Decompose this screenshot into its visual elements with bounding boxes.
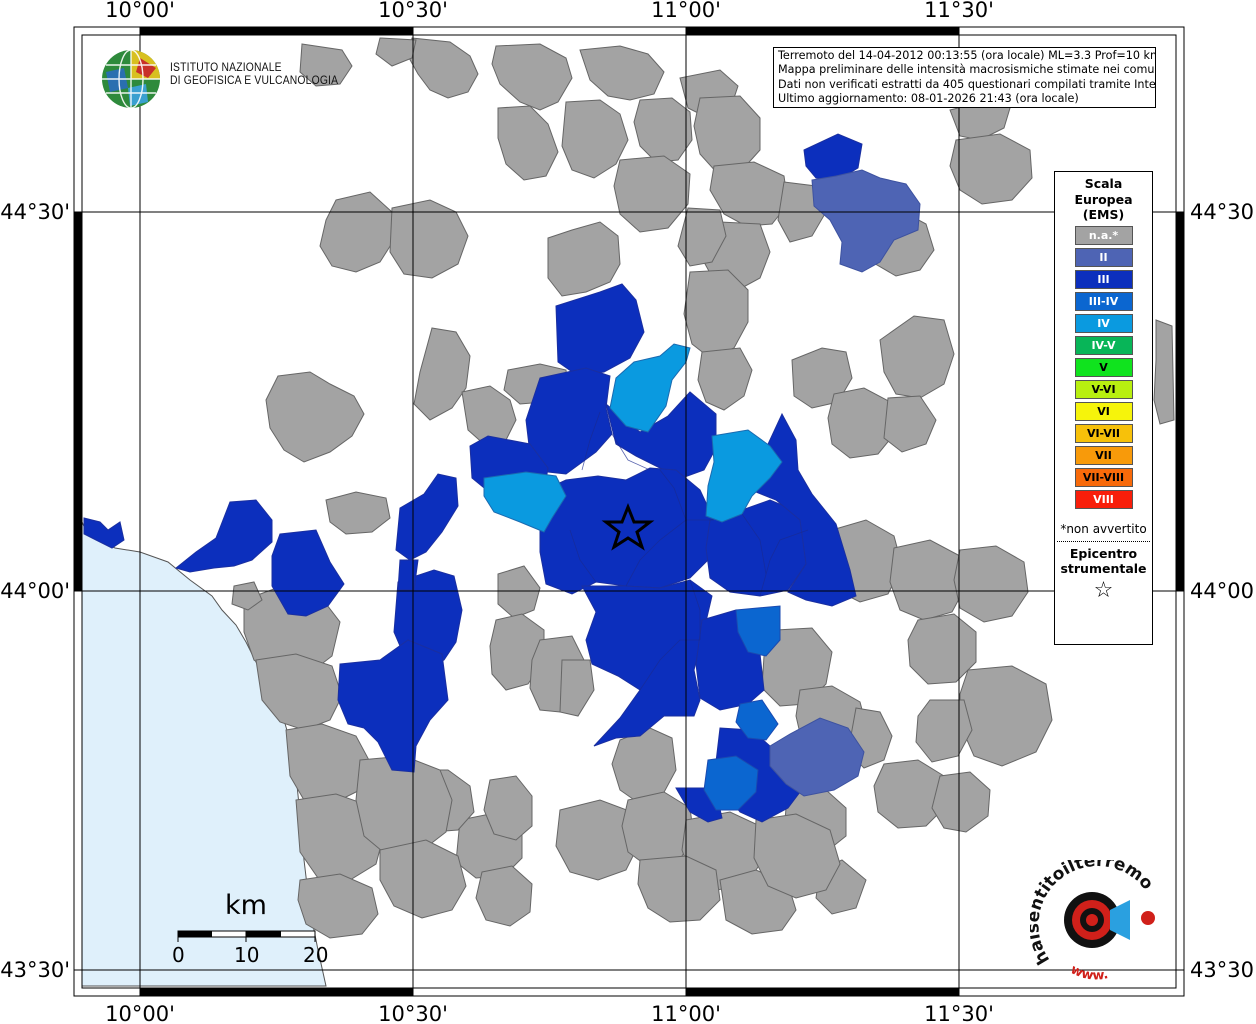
legend-title-line2: Europea	[1074, 191, 1133, 207]
legend-swatch-V: V	[1074, 357, 1133, 377]
legend-title-line3: (EMS)	[1082, 207, 1125, 222]
lon-tick-top-0: 10°00'	[105, 0, 175, 22]
municipalities-III-IV	[703, 605, 781, 811]
grid-lines	[74, 27, 1184, 996]
lat-tick-right-1: 44°00'	[1190, 579, 1256, 603]
legend-swatch-VII: VII	[1074, 445, 1133, 465]
legend-separator	[1057, 540, 1150, 542]
ingv-line1: ISTITUTO NAZIONALE	[170, 62, 282, 74]
hst-logo-graphic: haisentitoilterremoto.it www.	[1023, 845, 1157, 984]
legend-swatch-n.a.*: n.a.*	[1074, 225, 1133, 245]
scale-bar-graphic	[177, 930, 316, 942]
hst-logo: haisentitoilterremoto.it www.	[1023, 845, 1180, 984]
legend-epicenter-label: Epicentro strumentale	[1055, 546, 1152, 576]
event-info-line3: Dati non verificati estratti da 405 ques…	[778, 77, 1156, 91]
hst-logo-www: www.	[1068, 962, 1109, 983]
lat-tick-right-0: 44°30'	[1190, 200, 1256, 224]
legend-epicenter-line2: strumentale	[1060, 560, 1147, 576]
lat-tick-labels-right: 44°30' 44°00' 43°30'	[1190, 200, 1256, 982]
legend-epicenter-line1: Epicentro	[1069, 545, 1138, 561]
legend-swatch-VII-VIII: VII-VIII	[1074, 467, 1133, 487]
ingv-globe-icon	[102, 49, 160, 109]
svg-text:www.: www.	[1068, 962, 1109, 980]
lat-tick-right-2: 43°30'	[1190, 958, 1256, 982]
lat-tick-left-0: 44°30'	[0, 200, 70, 224]
lon-tick-top-3: 11°30'	[924, 0, 994, 22]
scale-bar: km 0 10 20	[170, 890, 340, 970]
lat-tick-left-2: 43°30'	[0, 958, 70, 982]
legend-swatch-IV: IV	[1074, 313, 1133, 333]
municipalities-IV	[483, 343, 783, 533]
legend-swatch-V-VI: V-VI	[1074, 379, 1133, 399]
legend-swatch-VIII: VIII	[1074, 489, 1133, 509]
event-info-line4: Ultimo aggiornamento: 08-01-2026 21:43 (…	[778, 92, 1079, 106]
municipalities-na	[231, 37, 1175, 939]
scale-label-20: 20	[303, 943, 329, 967]
lon-tick-bottom-2: 11°00'	[651, 1002, 721, 1024]
lon-tick-bottom-3: 11°30'	[924, 1002, 994, 1024]
lat-tick-labels-left: 44°30' 44°00' 43°30'	[0, 200, 70, 982]
scale-title: km	[225, 890, 267, 921]
scale-label-10: 10	[234, 943, 260, 967]
scale-label-0: 0	[172, 943, 185, 967]
legend-swatch-III-IV: III-IV	[1074, 291, 1133, 311]
legend-swatch-VI-VII: VI-VII	[1074, 423, 1133, 443]
lon-tick-bottom-0: 10°00'	[105, 1002, 175, 1024]
lon-tick-top-1: 10°30'	[378, 0, 448, 22]
event-info-line2: Mappa preliminare delle intensità macros…	[778, 63, 1156, 77]
lon-tick-top-2: 11°00'	[651, 0, 721, 22]
legend-items: n.a.* II III III-IV IV IV-V V V-VI VI VI-VII VII VI…	[1055, 225, 1152, 509]
legend-swatch-IV-V: IV-V	[1074, 335, 1133, 355]
map-frame	[73, 26, 1185, 997]
lon-tick-bottom-1: 10°30'	[378, 1002, 448, 1024]
municipality-boundaries	[569, 411, 809, 691]
legend-swatch-VI: VI	[1074, 401, 1133, 421]
event-info-line1: Terremoto del 14-04-2012 00:13:55 (ora l…	[778, 49, 1156, 62]
lat-tick-left-1: 44°00'	[0, 579, 70, 603]
epicenter-star-icon	[601, 502, 655, 551]
ems-legend: Scala Europea (EMS) n.a.* II III III-IV IV IV…	[1054, 171, 1153, 645]
legend-star-icon: ☆	[1093, 577, 1114, 603]
legend-title: Scala Europea (EMS)	[1055, 176, 1152, 223]
legend-swatch-III: III	[1074, 269, 1133, 289]
legend-swatch-II: II	[1074, 247, 1133, 267]
legend-note: *non avvertito	[1060, 521, 1147, 536]
ingv-line2: DI GEOFISICA E VULCANOLOGIA	[170, 75, 339, 87]
municipalities-II	[769, 169, 921, 797]
legend-title-line1: Scala	[1084, 176, 1123, 191]
event-info-box: Terremoto del 14-04-2012 00:13:55 (ora l…	[773, 47, 1156, 108]
lon-tick-labels-bottom: 10°00' 10°30' 11°00' 11°30'	[105, 1002, 994, 1024]
ingv-logo: ISTITUTO NAZIONALE DI GEOFISICA E VULCAN…	[100, 48, 338, 110]
lon-tick-labels-top: 10°00' 10°30' 11°00' 11°30'	[105, 0, 994, 22]
